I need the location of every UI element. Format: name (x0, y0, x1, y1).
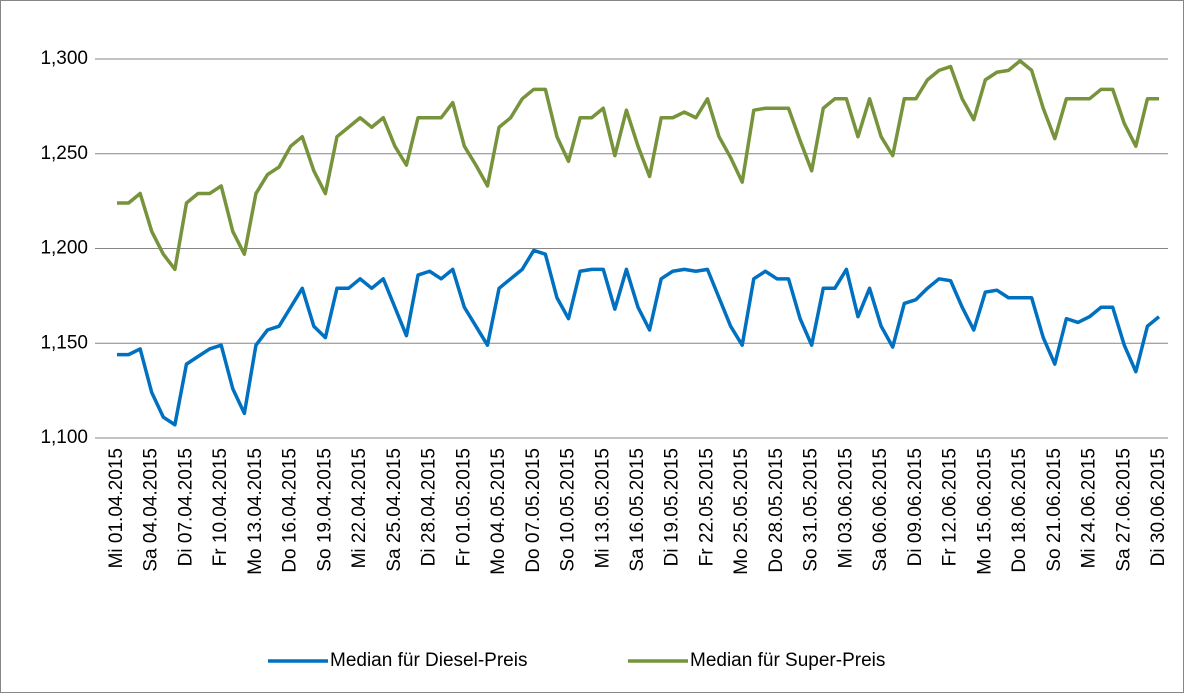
x-tick-label: Mi 13.05.2015 (592, 448, 613, 568)
x-tick-label: Di 30.06.2015 (1148, 448, 1169, 566)
y-tick-label: 1,100 (40, 427, 88, 448)
x-tick-label: Mi 24.06.2015 (1079, 448, 1100, 568)
x-tick-label: Sa 27.06.2015 (1113, 448, 1134, 572)
x-tick-label: Mo 25.05.2015 (731, 448, 752, 575)
x-tick-label: Fr 12.06.2015 (940, 448, 961, 566)
legend-label: Median für Diesel-Preis (330, 650, 527, 671)
x-tick-label: Sa 25.04.2015 (384, 448, 405, 572)
x-tick-label: Mi 22.04.2015 (349, 448, 370, 568)
x-tick-label: Mi 01.04.2015 (106, 448, 127, 568)
data-line (117, 248, 1161, 427)
y-tick-label: 1,150 (40, 332, 88, 353)
x-tick-label: Fr 01.05.2015 (453, 448, 474, 566)
x-tick-label: Do 16.04.2015 (280, 448, 301, 573)
x-tick-label: Di 09.06.2015 (905, 448, 926, 566)
x-tick-label: So 10.05.2015 (558, 448, 579, 572)
x-tick-label: So 31.05.2015 (801, 448, 822, 572)
x-tick-label: So 19.04.2015 (314, 448, 335, 572)
data-line (117, 59, 1159, 272)
x-tick-label: Mo 04.05.2015 (488, 448, 509, 575)
x-tick-label: Do 18.06.2015 (1009, 448, 1030, 573)
x-tick-label: Di 28.04.2015 (419, 448, 440, 566)
x-tick-label: Mo 15.06.2015 (974, 448, 995, 575)
x-tick-label: Sa 16.05.2015 (627, 448, 648, 572)
legend-label: Median für Super-Preis (690, 650, 885, 671)
x-tick-label: Mi 03.06.2015 (835, 448, 856, 568)
y-tick-label: 1,300 (40, 48, 88, 69)
y-tick-label: 1,250 (40, 143, 88, 164)
x-tick-label: Sa 04.04.2015 (141, 448, 162, 572)
x-tick-label: Do 07.05.2015 (523, 448, 544, 573)
x-tick-label: Sa 06.06.2015 (870, 448, 891, 572)
x-tick-label: Di 07.04.2015 (175, 448, 196, 566)
x-tick-label: Mo 13.04.2015 (245, 448, 266, 575)
y-tick-label: 1,200 (40, 238, 88, 259)
x-tick-label: Do 28.05.2015 (766, 448, 787, 573)
x-tick-label: Fr 22.05.2015 (696, 448, 717, 566)
x-tick-label: Fr 10.04.2015 (210, 448, 231, 566)
x-tick-label: So 21.06.2015 (1044, 448, 1065, 572)
x-tick-label: Di 19.05.2015 (662, 448, 683, 566)
